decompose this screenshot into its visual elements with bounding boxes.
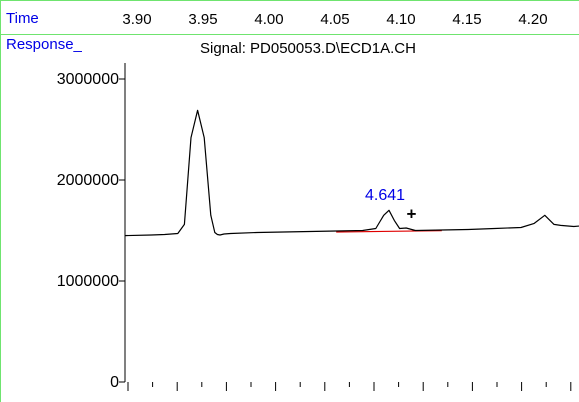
header-separator	[0, 34, 579, 35]
y-tick-label: 1000000	[57, 273, 119, 290]
signal-trace	[124, 109, 579, 237]
time-tick-label: 4.05	[320, 11, 350, 28]
chart-title: Signal: PD050053.D\ECD1A.CH	[200, 40, 416, 57]
frame-left-line	[0, 0, 1, 402]
y-tick-label: 3000000	[57, 71, 119, 88]
y-tick-label: 0	[110, 374, 119, 391]
frame-top-line	[0, 0, 579, 1]
cursor-marker: +	[406, 204, 416, 223]
time-tick-label: 3.95	[188, 11, 218, 28]
y-tick-label: 2000000	[57, 172, 119, 189]
time-tick-label: 4.20	[518, 11, 548, 28]
time-tick-label: 4.00	[254, 11, 284, 28]
response-label: Response_	[6, 36, 82, 53]
time-label: Time	[6, 10, 39, 27]
time-tick-label: 3.90	[122, 11, 152, 28]
time-tick-label: 4.15	[452, 11, 482, 28]
peak-label: 4.641	[365, 187, 405, 204]
time-tick-label: 4.10	[386, 11, 416, 28]
